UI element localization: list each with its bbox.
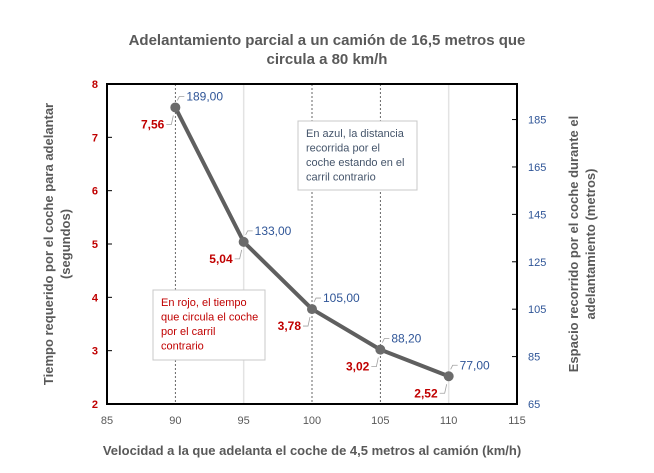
data-point (307, 304, 317, 315)
y-left-tick-label: 7 (92, 132, 98, 144)
data-point (170, 102, 181, 113)
x-tick-label: 105 (371, 415, 389, 427)
leader-line (245, 230, 253, 236)
chart-title: Adelantamiento parcial a un camión de 16… (129, 32, 526, 49)
y-right-tick-label: 65 (528, 399, 540, 411)
y-left-tick-label: 2 (92, 399, 98, 411)
y-right-tick-label: 165 (528, 162, 546, 174)
leader-line (176, 96, 185, 101)
y-left-tick-label: 3 (92, 346, 98, 358)
x-tick-label: 110 (440, 415, 458, 427)
leader-line (439, 384, 448, 394)
chart-title: circula a 80 km/h (267, 51, 388, 68)
leader-line (313, 297, 321, 303)
y-right-axis-label: adelantamiento (metros) (583, 169, 598, 320)
y-left-tick-label: 8 (92, 79, 98, 91)
annotation-text: por el carril (161, 326, 215, 338)
distance-data-label: 105,00 (323, 291, 360, 305)
x-tick-label: 95 (238, 415, 250, 427)
y-left-tick-label: 4 (92, 292, 99, 304)
time-data-label: 5,04 (209, 252, 233, 266)
annotation-text: contrario (161, 341, 204, 353)
y-right-tick-label: 145 (528, 209, 546, 221)
distance-data-label: 88,20 (391, 332, 421, 346)
x-tick-label: 115 (508, 415, 526, 427)
data-point (443, 371, 454, 382)
y-right-tick-label: 105 (528, 304, 546, 316)
y-right-axis-label: Espacio recorrido por el coche durante e… (566, 116, 581, 372)
x-tick-label: 90 (169, 415, 181, 427)
time-data-label: 3,78 (278, 319, 302, 333)
leader-line (303, 316, 311, 327)
x-tick-label: 85 (101, 415, 113, 427)
distance-data-label: 133,00 (255, 224, 292, 238)
time-data-label: 2,52 (414, 386, 438, 400)
data-point (238, 236, 249, 247)
distance-data-label: 77,00 (460, 358, 490, 372)
data-point (375, 344, 386, 355)
leader-line (450, 364, 458, 370)
y-left-tick-label: 6 (92, 186, 98, 198)
annotation-text: recorrida por el (306, 143, 380, 155)
leader-line (166, 115, 174, 125)
annotation-box (152, 289, 266, 361)
y-left-axis-label: Tiempo requerido por el coche para adela… (41, 103, 56, 385)
annotation-text: carril contrario (306, 172, 376, 184)
y-left-tick-label: 5 (92, 239, 98, 251)
annotation-text: coche estando en el (306, 157, 404, 169)
annotation-box (297, 120, 418, 191)
annotation-text: que circula el coche (161, 312, 258, 324)
y-left-axis-label: (segundos) (58, 209, 73, 279)
x-axis-label: Velocidad a la que adelanta el coche de … (103, 443, 521, 458)
leader-line (381, 338, 390, 343)
leader-line (371, 357, 379, 367)
y-right-tick-label: 185 (528, 115, 546, 127)
annotation-text: En rojo, el tiempo (161, 297, 247, 309)
y-right-tick-label: 125 (528, 257, 546, 269)
leader-line (234, 249, 243, 260)
y-right-tick-label: 85 (528, 352, 540, 364)
x-tick-label: 100 (303, 415, 321, 427)
distance-data-label: 189,00 (186, 89, 223, 103)
annotation-text: En azul, la distancia (306, 128, 405, 140)
time-data-label: 7,56 (141, 117, 165, 131)
time-data-label: 3,02 (346, 360, 370, 374)
